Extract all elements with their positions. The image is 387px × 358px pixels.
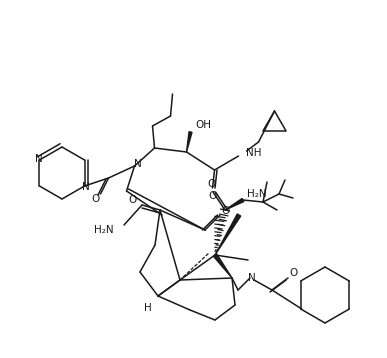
Polygon shape bbox=[187, 132, 192, 152]
Polygon shape bbox=[215, 214, 241, 255]
Text: N: N bbox=[82, 182, 89, 192]
Text: N: N bbox=[134, 159, 141, 169]
Text: O: O bbox=[221, 206, 229, 216]
Text: H: H bbox=[144, 303, 152, 313]
Text: OH: OH bbox=[195, 120, 212, 130]
Text: O: O bbox=[208, 191, 217, 201]
Text: O: O bbox=[91, 194, 99, 204]
Polygon shape bbox=[213, 254, 232, 278]
Text: N: N bbox=[248, 273, 256, 283]
Text: O: O bbox=[128, 195, 136, 205]
Text: NH: NH bbox=[245, 148, 261, 158]
Text: H₂N: H₂N bbox=[247, 189, 267, 199]
Text: N: N bbox=[34, 154, 42, 164]
Polygon shape bbox=[225, 198, 244, 210]
Text: O: O bbox=[207, 179, 215, 189]
Text: H₂N: H₂N bbox=[94, 225, 114, 235]
Text: O: O bbox=[290, 268, 298, 278]
